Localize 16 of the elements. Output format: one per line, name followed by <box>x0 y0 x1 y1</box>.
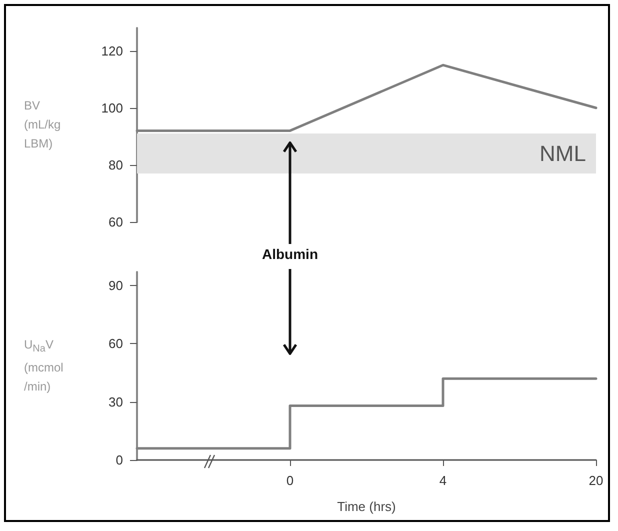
y-tick-label: 80 <box>108 157 123 172</box>
y-axis-title: U$_{Na}$V (mcmol /min) <box>24 336 64 396</box>
x-axis-title: Time (hrs) <box>337 499 396 514</box>
x-tick-label: 0 <box>286 473 294 488</box>
y-tick-label: 100 <box>101 100 123 116</box>
x-tick-label: 20 <box>588 473 604 488</box>
y-tick-label: 60 <box>108 336 123 352</box>
y-tick-label: 60 <box>108 214 123 230</box>
y-axis-title: BV (mL/kg LBM) <box>24 98 62 152</box>
annotation: Albumin <box>262 246 318 262</box>
x-tick-label: 4 <box>439 473 447 488</box>
y-tick-label: 0 <box>116 452 123 468</box>
y-tick-label: 120 <box>101 43 123 58</box>
band-label: NML <box>540 141 586 166</box>
y-tick-label: 30 <box>108 394 123 410</box>
y-tick-label: 90 <box>108 278 123 294</box>
